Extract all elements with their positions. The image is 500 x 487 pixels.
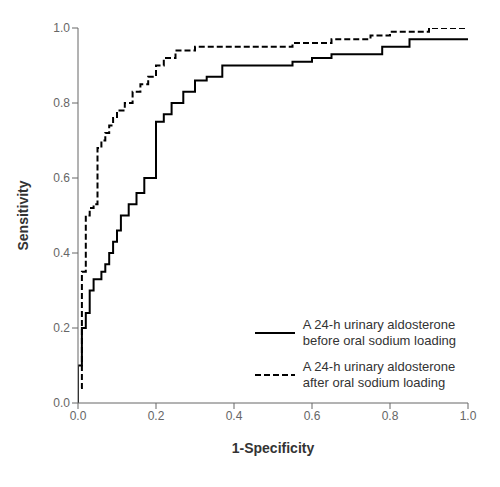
svg-text:0.8: 0.8 xyxy=(53,96,70,110)
svg-text:0.6: 0.6 xyxy=(304,409,321,423)
svg-text:0.4: 0.4 xyxy=(53,246,70,260)
svg-text:1.0: 1.0 xyxy=(460,409,477,423)
html-text:A 24-h urinary aldosterone aft: A 24-h urinary aldosterone after oral so… xyxy=(302,359,456,390)
svg-text:0.2: 0.2 xyxy=(148,409,165,423)
svg-text:0.0: 0.0 xyxy=(70,409,87,423)
svg-text:1.0: 1.0 xyxy=(53,21,70,35)
svg-text:0.0: 0.0 xyxy=(53,396,70,410)
svg-text:0.4: 0.4 xyxy=(226,409,243,423)
html-text:A 24-h urinary aldosterone bef: A 24-h urinary aldosterone before oral s… xyxy=(302,317,456,348)
svg-text:0.6: 0.6 xyxy=(53,171,70,185)
svg-text:1-Specificity: 1-Specificity xyxy=(232,440,315,456)
svg-text:Sensitivity: Sensitivity xyxy=(15,180,31,250)
svg-text:0.8: 0.8 xyxy=(382,409,399,423)
svg-text:0.2: 0.2 xyxy=(53,321,70,335)
